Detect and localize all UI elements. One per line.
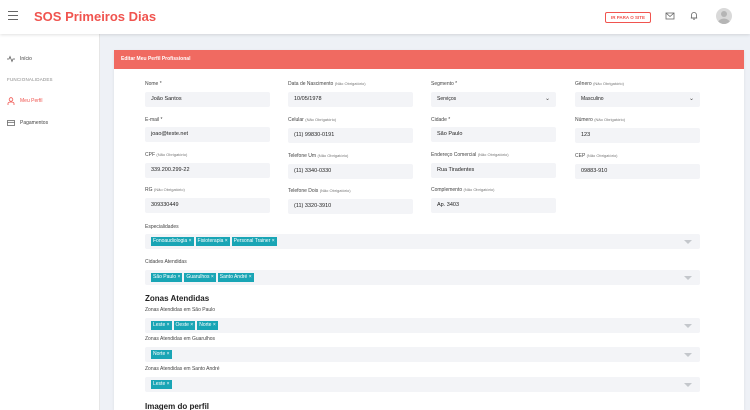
nascimento-label: Data de Nascimento (Não Obrigatório) — [288, 81, 366, 87]
cep-input[interactable]: 09883-910 — [575, 164, 700, 179]
sidebar-item-label: Início — [20, 56, 32, 62]
tel1-input[interactable]: (11) 3340-0330 — [288, 164, 413, 179]
cpf-label: CPF (Não Obrigatório) — [145, 152, 188, 158]
tel2-label: Telefone Dois (Não Obrigatório) — [288, 188, 351, 194]
menu-icon[interactable] — [8, 11, 18, 20]
imagem-section-title: Imagem do perfil — [145, 402, 210, 410]
cep-label: CEP (Não Obrigatório) — [575, 153, 618, 159]
cidade-label: Cidade * — [431, 117, 451, 123]
cidades-multiselect[interactable]: São Paulo × Guarulhos × Santo André × — [145, 270, 700, 285]
dropdown-arrow-icon — [684, 240, 692, 244]
sidebar-item-home[interactable]: Início — [7, 54, 32, 64]
cidades-label: Cidades Atendidas — [145, 259, 187, 265]
avatar[interactable] — [716, 8, 732, 24]
mail-icon[interactable] — [665, 11, 675, 21]
credit-card-icon — [7, 120, 15, 126]
zona-santo-andre-label: Zonas Atendidas em Santo André — [145, 366, 220, 372]
numero-input[interactable]: 123 — [575, 128, 700, 143]
segmento-label: Segmento * — [431, 81, 458, 87]
nascimento-input[interactable]: 10/05/1978 — [288, 92, 413, 107]
tag-chip[interactable]: Leste × — [151, 321, 172, 330]
rg-label: RG (Não Obrigatório) — [145, 187, 185, 193]
sidebar-section-title: FUNCIONALIDADES — [7, 77, 53, 82]
tag-chip[interactable]: Personal Trainer × — [231, 237, 277, 246]
go-to-site-button[interactable]: IR PARA O SITE — [605, 12, 651, 23]
numero-label: Número (Não Obrigatório) — [575, 117, 626, 123]
tag-chip[interactable]: Fisioterapia × — [195, 237, 230, 246]
zonas-section-title: Zonas Atendidas — [145, 294, 210, 303]
sidebar-item-pagamentos[interactable]: Pagamentos — [7, 118, 48, 128]
tel2-input[interactable]: (11) 3320-3910 — [288, 199, 413, 214]
dropdown-arrow-icon — [684, 383, 692, 387]
zona-guarulhos-label: Zonas Atendidas em Guarulhos — [145, 336, 216, 342]
celular-label: Celular (Não Obrigatório) — [288, 117, 337, 123]
especialidades-multiselect[interactable]: Fonoaudiologia × Fisioterapia × Personal… — [145, 234, 700, 249]
tag-chip[interactable]: Norte × — [151, 350, 172, 359]
profile-card: Editar Meu Perfil Profissional Nome * Jo… — [114, 50, 744, 410]
tag-chip[interactable]: Guarulhos × — [184, 273, 216, 282]
dropdown-arrow-icon — [684, 353, 692, 357]
sidebar-item-meu-perfil[interactable]: Meu Perfil — [7, 96, 43, 106]
zona-sp-multiselect[interactable]: Leste × Oeste × Norte × — [145, 318, 700, 333]
especialidades-label: Especialidades — [145, 224, 179, 230]
email-label: E-mail * — [145, 117, 163, 123]
segmento-select[interactable]: Serviços ⌄ — [431, 92, 556, 107]
zona-sp-label: Zonas Atendidas em São Paulo — [145, 307, 216, 313]
tel1-label: Telefone Um (Não Obrigatório) — [288, 153, 349, 159]
card-title: Editar Meu Perfil Profissional — [114, 50, 744, 69]
nome-label: Nome * — [145, 81, 162, 87]
brand-logo[interactable]: SOS Primeiros Dias — [34, 9, 157, 24]
cpf-input[interactable]: 339.200.299-22 — [145, 163, 270, 178]
endereco-label: Endereço Comercial (Não Obrigatório) — [431, 152, 509, 158]
email-input[interactable]: joao@teste.net — [145, 127, 270, 142]
bell-icon[interactable] — [689, 11, 699, 21]
zona-guarulhos-multiselect[interactable]: Norte × — [145, 347, 700, 362]
nome-input[interactable]: João Santos — [145, 92, 270, 107]
sidebar-item-label: Pagamentos — [20, 120, 49, 126]
zona-santo-andre-multiselect[interactable]: Leste × — [145, 377, 700, 392]
user-icon — [7, 97, 15, 105]
tag-chip[interactable]: Norte × — [197, 321, 218, 330]
chevron-down-icon: ⌄ — [544, 96, 550, 102]
tag-chip[interactable]: Santo André × — [217, 273, 254, 282]
tag-chip[interactable]: Leste × — [151, 380, 172, 389]
celular-input[interactable]: (11) 99830-0191 — [288, 128, 413, 143]
cidade-input[interactable]: São Paulo — [431, 127, 556, 142]
sidebar: Início FUNCIONALIDADES Meu Perfil Pagame… — [0, 34, 100, 410]
genero-select[interactable]: Masculino ⌄ — [575, 92, 700, 107]
tag-chip[interactable]: São Paulo × — [151, 273, 183, 282]
sidebar-item-label: Meu Perfil — [20, 98, 43, 104]
chevron-down-icon: ⌄ — [688, 96, 694, 102]
genero-label: Gênero (Não Obrigatório) — [575, 81, 624, 87]
top-bar: SOS Primeiros Dias IR PARA O SITE — [0, 0, 750, 34]
activity-icon — [7, 55, 15, 63]
tag-chip[interactable]: Fonoaudiologia × — [151, 237, 194, 246]
dropdown-arrow-icon — [684, 276, 692, 280]
tag-chip[interactable]: Oeste × — [173, 321, 196, 330]
dropdown-arrow-icon — [684, 324, 692, 328]
endereco-input[interactable]: Rua Tiradentes — [431, 163, 556, 178]
rg-input[interactable]: 309330449 — [145, 198, 270, 213]
complemento-input[interactable]: Ap. 3403 — [431, 198, 556, 213]
complemento-label: Complemento (Não Obrigatório) — [431, 187, 495, 193]
